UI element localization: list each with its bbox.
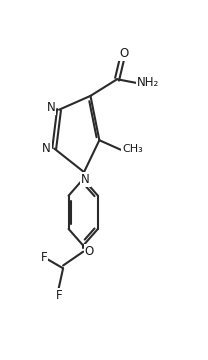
Text: F: F — [41, 251, 48, 264]
Text: NH₂: NH₂ — [137, 76, 159, 89]
Text: F: F — [56, 289, 62, 302]
Text: O: O — [85, 244, 94, 258]
Text: N: N — [42, 142, 51, 155]
Text: CH₃: CH₃ — [122, 144, 143, 153]
Text: N: N — [47, 101, 55, 114]
Text: N: N — [81, 174, 90, 186]
Text: O: O — [119, 47, 128, 60]
